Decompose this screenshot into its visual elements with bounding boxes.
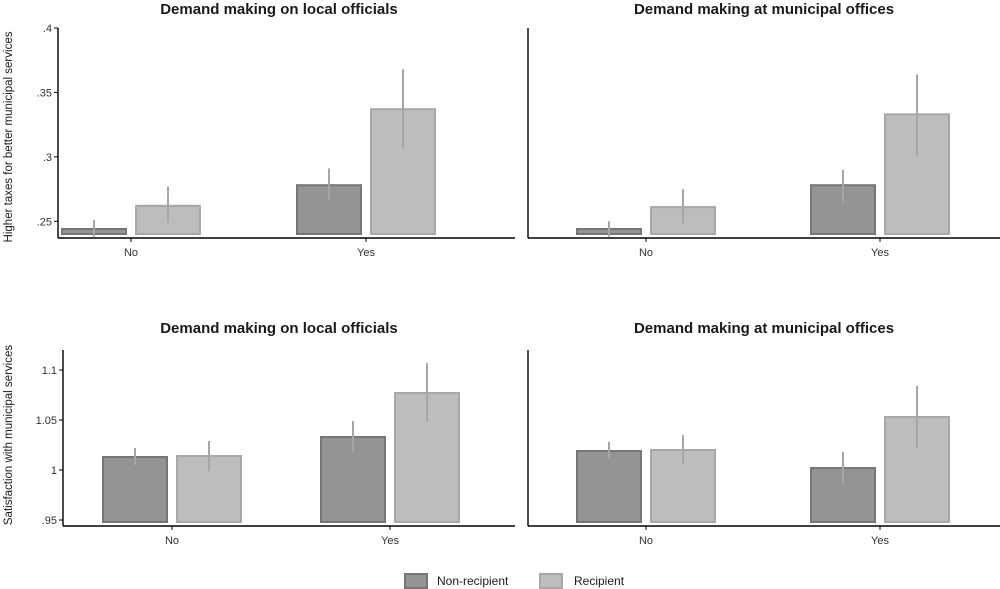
legend-label-recipient: Recipient [574,574,625,588]
y-tick-label: 1.05 [36,415,57,427]
y-tick-label: 1.1 [42,365,57,377]
bar-non-recipient [576,450,642,523]
y-tick-label: .95 [42,515,57,527]
y-tick-label: .3 [43,152,52,164]
panel-top-right: Demand making at municipal offices No Yes [527,1,1000,259]
bar-non-recipient [102,456,168,523]
y-axis-label-top: Higher taxes for better municipal servic… [3,31,15,242]
x-tick-label: Yes [381,535,399,547]
legend-label-non-recipient: Non-recipient [437,574,509,588]
legend-swatch-recipient [539,573,563,589]
y-axis-label-bottom: Satisfaction with municipal services [3,345,15,525]
panel-top-left: Demand making on local officials .25 .3 .3… [37,1,515,259]
bar-recipient [370,108,436,235]
panel-bottom-right: Demand making at municipal offices No Yes [527,320,1000,547]
x-tick-label: Yes [871,247,889,259]
bar-non-recipient [296,184,362,236]
panel-bottom-left: Demand making on local officials .95 1 1.0… [36,320,515,547]
y-tick-label: .25 [37,216,52,228]
x-tick-label: Yes [357,247,375,259]
panel-title: Demand making on local officials [160,1,398,18]
panel-title: Demand making at municipal offices [634,1,894,18]
legend: Non-recipient Recipient [404,573,625,589]
panel-title: Demand making on local officials [160,320,398,337]
x-tick-label: No [639,535,653,547]
panel-title: Demand making at municipal offices [634,320,894,337]
legend-swatch-non-recipient [404,573,428,589]
x-tick-label: No [639,247,653,259]
x-tick-label: No [124,247,138,259]
x-tick-label: No [165,535,179,547]
x-tick-label: Yes [871,535,889,547]
y-tick-label: 1 [51,465,57,477]
y-tick-label: .35 [37,87,52,99]
y-tick-label: .4 [43,23,52,35]
